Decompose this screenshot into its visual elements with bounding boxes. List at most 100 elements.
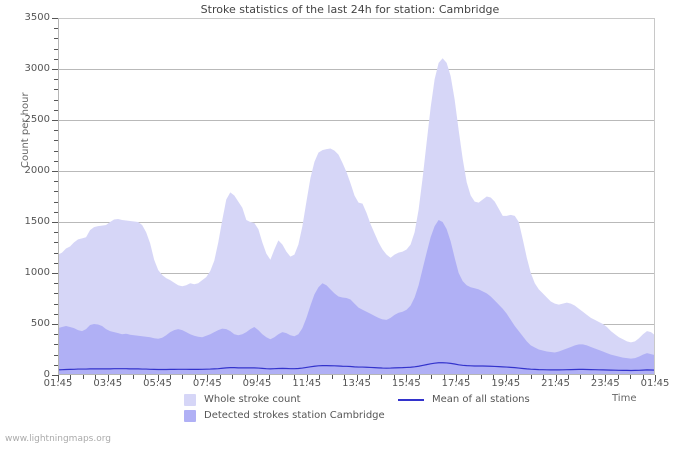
y-tick-label: 1000 xyxy=(24,267,50,278)
x-tick-minor xyxy=(593,375,594,379)
y-tick-major xyxy=(52,375,58,376)
x-tick-minor xyxy=(543,375,544,379)
x-tick-label: 11:45 xyxy=(292,378,322,389)
x-tick-minor xyxy=(493,375,494,379)
footer-source: www.lightningmaps.org xyxy=(5,434,111,444)
gridline xyxy=(58,69,655,70)
area-detected-strokes xyxy=(58,219,655,375)
x-tick-minor xyxy=(245,375,246,379)
x-tick-label: 21:45 xyxy=(541,378,570,389)
y-tick-major xyxy=(52,171,58,172)
x-tick-minor xyxy=(431,375,432,379)
x-tick-minor xyxy=(394,375,395,379)
x-tick-major xyxy=(357,375,358,381)
x-tick-major xyxy=(556,375,557,381)
x-tick-label: 19:45 xyxy=(491,378,521,389)
x-tick-label: 05:45 xyxy=(143,378,172,389)
line-mean-of-all-stations xyxy=(58,362,655,372)
x-tick-minor xyxy=(170,375,171,379)
y-tick-minor xyxy=(54,253,58,254)
x-tick-major xyxy=(207,375,208,381)
y-tick-minor xyxy=(54,140,58,141)
y-tick-minor xyxy=(54,344,58,345)
x-tick-minor xyxy=(70,375,71,379)
y-tick-minor xyxy=(54,365,58,366)
y-tick-major xyxy=(52,120,58,121)
x-tick-major xyxy=(58,375,59,381)
x-tick-minor xyxy=(369,375,370,379)
x-tick-minor xyxy=(195,375,196,379)
x-tick-major xyxy=(655,375,656,381)
y-tick-minor xyxy=(54,232,58,233)
y-tick-label: 2500 xyxy=(24,114,50,125)
plot-area xyxy=(52,18,656,381)
legend-line-icon xyxy=(398,399,424,401)
y-tick-label: 0 xyxy=(43,369,50,380)
x-tick-label: 13:45 xyxy=(342,378,371,389)
y-tick-minor xyxy=(54,212,58,213)
y-tick-minor xyxy=(54,263,58,264)
y-tick-minor xyxy=(54,59,58,60)
y-tick-label: 500 xyxy=(30,318,50,329)
y-tick-label: 3500 xyxy=(24,12,50,23)
x-tick-minor xyxy=(294,375,295,379)
y-tick-label: 1500 xyxy=(24,216,50,227)
x-tick-minor xyxy=(568,375,569,379)
y-tick-major xyxy=(52,273,58,274)
x-tick-label: 15:45 xyxy=(391,378,421,389)
x-tick-major xyxy=(307,375,308,381)
legend-label: Detected strokes station Cambridge xyxy=(204,410,385,421)
x-tick-minor xyxy=(269,375,270,379)
x-tick-minor xyxy=(182,375,183,379)
y-tick-minor xyxy=(54,314,58,315)
y-tick-label: 3000 xyxy=(24,63,50,74)
x-axis-title: Time xyxy=(612,393,637,404)
x-tick-minor xyxy=(481,375,482,379)
x-tick-minor xyxy=(468,375,469,379)
legend-swatch-icon xyxy=(184,410,196,422)
y-tick-minor xyxy=(54,191,58,192)
gridline xyxy=(58,171,655,172)
y-tick-minor xyxy=(54,181,58,182)
x-tick-minor xyxy=(344,375,345,379)
x-tick-minor xyxy=(618,375,619,379)
x-tick-minor xyxy=(630,375,631,379)
x-tick-minor xyxy=(381,375,382,379)
x-tick-minor xyxy=(531,375,532,379)
x-tick-minor xyxy=(83,375,84,379)
y-tick-minor xyxy=(54,100,58,101)
x-tick-label: 01:45 xyxy=(43,378,73,389)
y-tick-minor xyxy=(54,355,58,356)
y-tick-minor xyxy=(54,151,58,152)
y-tick-minor xyxy=(54,283,58,284)
y-tick-minor xyxy=(54,293,58,294)
y-tick-label: 2000 xyxy=(24,165,50,176)
x-tick-minor xyxy=(643,375,644,379)
y-tick-minor xyxy=(54,242,58,243)
x-tick-minor xyxy=(120,375,121,379)
x-tick-minor xyxy=(332,375,333,379)
x-tick-major xyxy=(257,375,258,381)
x-tick-major xyxy=(158,375,159,381)
x-tick-minor xyxy=(95,375,96,379)
y-tick-minor xyxy=(54,28,58,29)
x-tick-label: 09:45 xyxy=(242,378,272,389)
y-tick-minor xyxy=(54,89,58,90)
x-tick-label: 07:45 xyxy=(192,378,222,389)
y-axis-title: Count per hour xyxy=(20,92,31,168)
x-tick-minor xyxy=(232,375,233,379)
x-tick-minor xyxy=(518,375,519,379)
x-tick-minor xyxy=(282,375,283,379)
y-tick-minor xyxy=(54,79,58,80)
chart-legend: Whole stroke count Detected strokes stati… xyxy=(0,392,700,426)
x-tick-major xyxy=(108,375,109,381)
gridline xyxy=(58,120,655,121)
y-tick-major xyxy=(52,222,58,223)
x-tick-minor xyxy=(133,375,134,379)
series-layer xyxy=(58,58,655,375)
y-tick-minor xyxy=(54,49,58,50)
x-tick-major xyxy=(406,375,407,381)
area-whole-stroke-count xyxy=(58,58,655,375)
y-tick-minor xyxy=(54,202,58,203)
